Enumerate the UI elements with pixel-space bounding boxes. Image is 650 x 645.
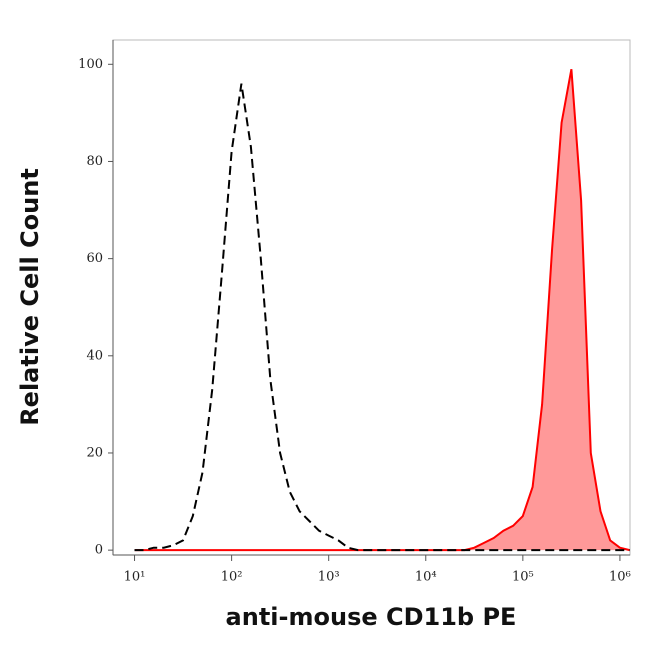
x-tick-label: 10¹ <box>124 570 146 585</box>
area <box>134 69 630 551</box>
y-tick-label: 0 <box>95 543 103 558</box>
x-tick-label: 10⁶ <box>609 570 631 585</box>
y-tick-label: 20 <box>86 445 103 460</box>
y-tick-label: 60 <box>86 251 103 266</box>
x-tick-label: 10³ <box>318 570 340 585</box>
y-axis-title: Relative Cell Count <box>16 168 44 426</box>
x-axis-title: anti-mouse CD11b PE <box>226 603 517 631</box>
y-tick-label: 100 <box>78 57 103 72</box>
x-tick-label: 10² <box>221 570 243 585</box>
y-tick-label: 80 <box>86 154 103 169</box>
x-tick-label: 10⁵ <box>512 570 534 585</box>
y-tick-label: 40 <box>86 348 103 363</box>
x-tick-label: 10⁴ <box>415 570 437 585</box>
series-line <box>134 83 630 552</box>
